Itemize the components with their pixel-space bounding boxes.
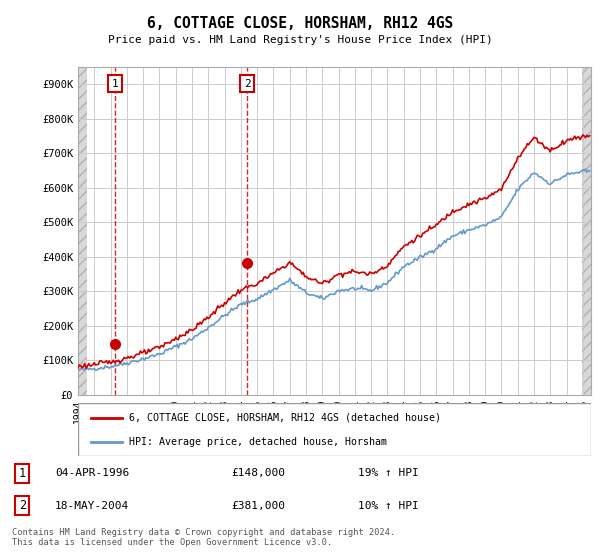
- Text: HPI: Average price, detached house, Horsham: HPI: Average price, detached house, Hors…: [130, 437, 388, 447]
- Text: 18-MAY-2004: 18-MAY-2004: [55, 501, 130, 511]
- Text: 6, COTTAGE CLOSE, HORSHAM, RH12 4GS (detached house): 6, COTTAGE CLOSE, HORSHAM, RH12 4GS (det…: [130, 413, 442, 423]
- Text: 1: 1: [19, 467, 26, 480]
- Text: 10% ↑ HPI: 10% ↑ HPI: [358, 501, 418, 511]
- Text: Price paid vs. HM Land Registry's House Price Index (HPI): Price paid vs. HM Land Registry's House …: [107, 35, 493, 45]
- Text: £148,000: £148,000: [231, 468, 285, 478]
- Text: 2: 2: [19, 499, 26, 512]
- Text: £381,000: £381,000: [231, 501, 285, 511]
- FancyBboxPatch shape: [78, 403, 591, 456]
- Bar: [581, 67, 592, 395]
- Text: 04-APR-1996: 04-APR-1996: [55, 468, 130, 478]
- Text: 19% ↑ HPI: 19% ↑ HPI: [358, 468, 418, 478]
- Bar: [78, 67, 87, 395]
- Text: 6, COTTAGE CLOSE, HORSHAM, RH12 4GS: 6, COTTAGE CLOSE, HORSHAM, RH12 4GS: [147, 16, 453, 31]
- Text: Contains HM Land Registry data © Crown copyright and database right 2024.
This d: Contains HM Land Registry data © Crown c…: [12, 528, 395, 547]
- Text: 1: 1: [112, 78, 118, 88]
- Text: 2: 2: [244, 78, 250, 88]
